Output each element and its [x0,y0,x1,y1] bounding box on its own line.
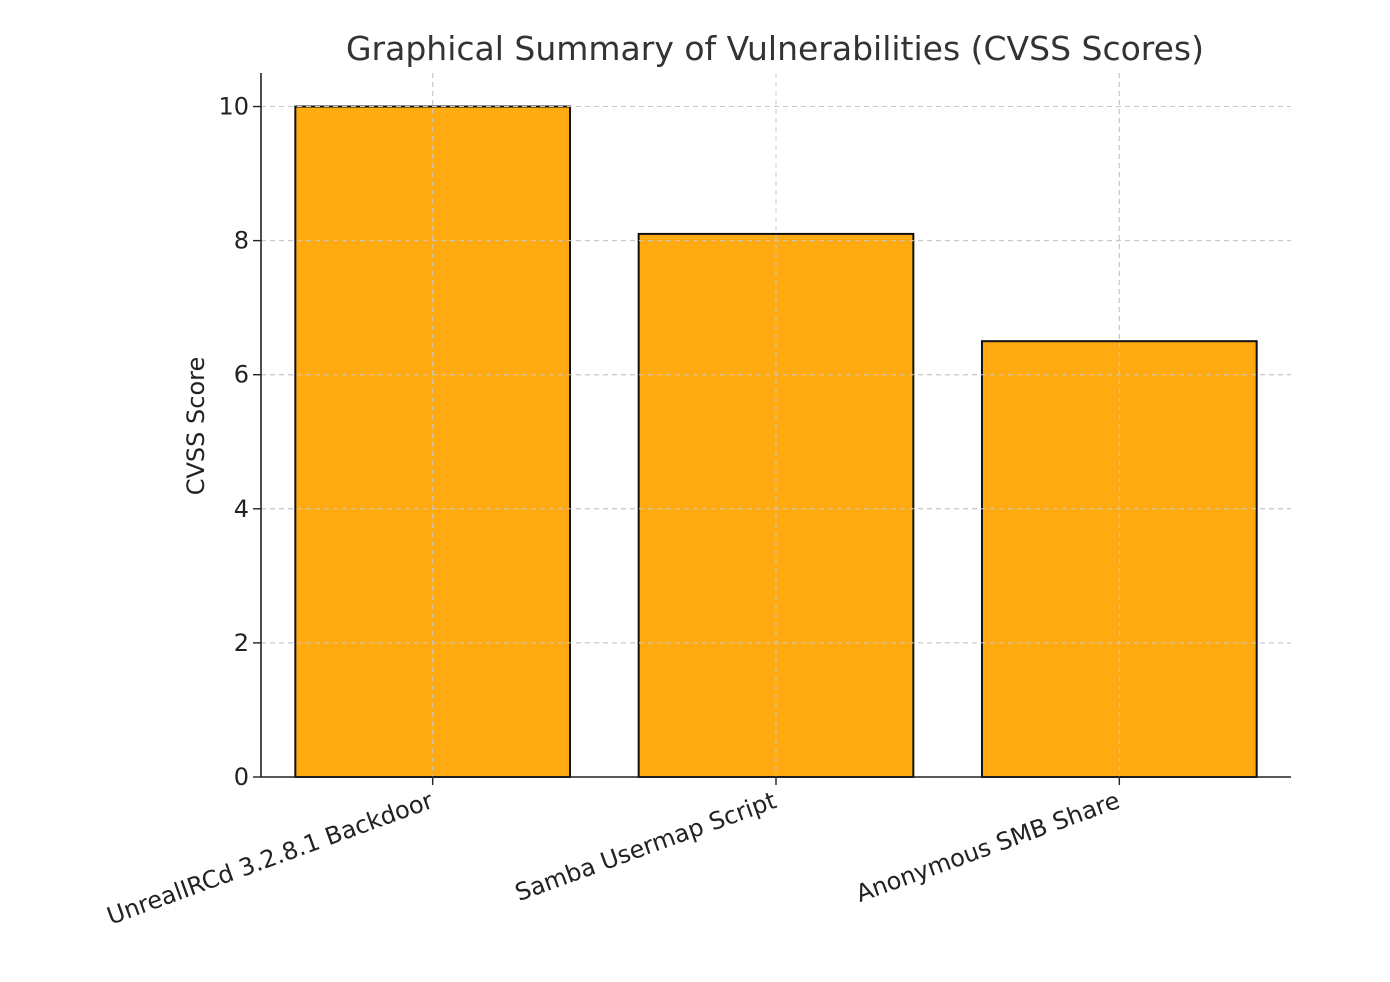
y-axis-label: CVSS Score [182,357,210,496]
axes-group [253,73,1291,785]
y-tick-label: 2 [234,629,249,657]
x-category-label: Anonymous SMB Share [852,786,1123,908]
y-tick-label: 8 [234,227,249,255]
y-tick-label: 6 [234,361,249,389]
x-category-label: Samba Usermap Script [511,786,780,907]
y-tick-label: 0 [234,763,249,791]
y-tick-labels: 0 2 4 6 8 10 [218,93,249,791]
x-category-label: UnrealIRCd 3.2.8.1 Backdoor [103,786,437,930]
chart-title: Graphical Summary of Vulnerabilities (CV… [346,29,1204,68]
y-tick-label: 4 [234,495,249,523]
y-tick-label: 10 [218,93,249,121]
bars-group [261,73,1291,779]
x-tick-labels: UnrealIRCd 3.2.8.1 Backdoor Samba Usermap… [103,786,1123,930]
grid-overlay [261,73,1291,778]
